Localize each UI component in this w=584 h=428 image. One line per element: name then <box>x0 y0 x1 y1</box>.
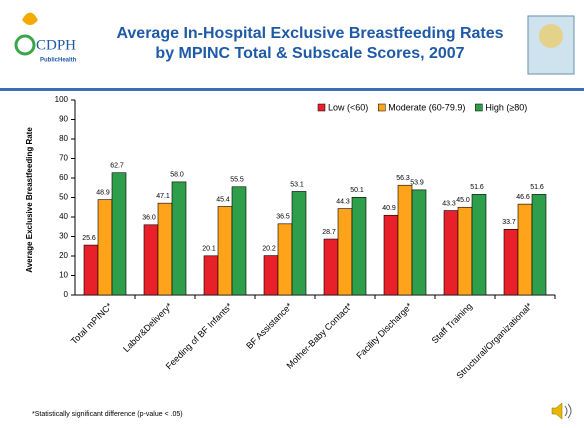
y-tick-label: 30 <box>59 232 68 241</box>
bar <box>277 223 293 296</box>
bar <box>157 202 173 296</box>
bar <box>143 224 159 296</box>
bar <box>263 255 279 296</box>
value-label: 44.3 <box>336 198 350 205</box>
bar <box>203 255 219 296</box>
value-label: 45.4 <box>216 196 230 203</box>
legend-label: High (≥80) <box>485 102 527 112</box>
chart-title: by MPINC Total & Subscale Scores, 2007 <box>155 45 464 62</box>
value-label: 46.6 <box>516 194 530 201</box>
legend-swatch <box>378 103 386 112</box>
value-label: 28.7 <box>322 229 336 236</box>
value-label: 62.7 <box>110 163 124 170</box>
bar <box>83 244 99 296</box>
value-label: 56.3 <box>396 175 410 182</box>
value-label: 40.9 <box>382 205 396 212</box>
footnote: *Statistically significant difference (p… <box>32 411 183 418</box>
speaker-icon <box>551 402 572 420</box>
bar <box>217 206 233 296</box>
y-tick-label: 40 <box>59 212 68 221</box>
value-label: 58.0 <box>170 172 184 179</box>
bar <box>383 214 399 296</box>
y-tick-label: 100 <box>55 95 69 104</box>
bar <box>97 199 113 296</box>
value-label: 48.9 <box>96 189 110 196</box>
bar <box>517 203 533 296</box>
bar <box>443 210 459 296</box>
y-tick-label: 50 <box>59 193 68 202</box>
value-label: 53.1 <box>290 181 304 188</box>
bar <box>111 172 127 296</box>
value-label: 47.1 <box>156 193 170 200</box>
header-image-art <box>539 24 563 48</box>
logo-ring <box>14 34 36 56</box>
logo-text: CDPH <box>36 37 76 53</box>
y-tick-label: 90 <box>59 115 68 124</box>
value-label: 53.9 <box>410 180 424 187</box>
value-label: 43.3 <box>442 200 456 207</box>
bar <box>337 208 353 296</box>
bar <box>323 238 339 296</box>
y-tick-label: 60 <box>59 173 68 182</box>
logo-subtext: PublicHealth <box>40 58 77 64</box>
bar <box>351 197 367 296</box>
bar <box>411 189 427 296</box>
value-label: 36.5 <box>276 214 290 221</box>
bar <box>471 194 487 296</box>
bar <box>231 186 247 296</box>
y-tick-label: 70 <box>59 154 68 163</box>
legend-swatch <box>317 103 326 112</box>
value-label: 25.6 <box>82 235 96 242</box>
value-label: 50.1 <box>350 187 364 194</box>
bar <box>457 206 473 296</box>
legend-label: Moderate (60-79.9) <box>388 102 465 112</box>
value-label: 51.6 <box>470 184 484 191</box>
y-tick-label: 0 <box>64 290 69 299</box>
value-label: 20.1 <box>202 246 216 253</box>
y-axis-label: Average Exclusive Breastfeeding Rate <box>25 127 34 273</box>
y-tick-label: 80 <box>59 134 68 143</box>
value-label: 45.0 <box>456 197 470 204</box>
bar <box>171 181 187 296</box>
logo-sun <box>22 12 38 25</box>
value-label: 36.0 <box>142 215 156 222</box>
y-tick-label: 20 <box>59 251 68 260</box>
bar <box>503 228 519 296</box>
value-label: 51.6 <box>530 184 544 191</box>
chart-title: Average In-Hospital Exclusive Breastfeed… <box>116 25 503 42</box>
bar <box>291 191 307 296</box>
header-rule <box>0 88 584 91</box>
legend-label: Low (<60) <box>328 102 368 112</box>
legend-swatch <box>475 103 483 112</box>
bar <box>397 184 413 296</box>
value-label: 20.2 <box>262 245 276 252</box>
bar <box>531 194 547 296</box>
value-label: 55.5 <box>230 177 244 184</box>
value-label: 33.7 <box>502 219 516 226</box>
y-tick-label: 10 <box>59 271 68 280</box>
